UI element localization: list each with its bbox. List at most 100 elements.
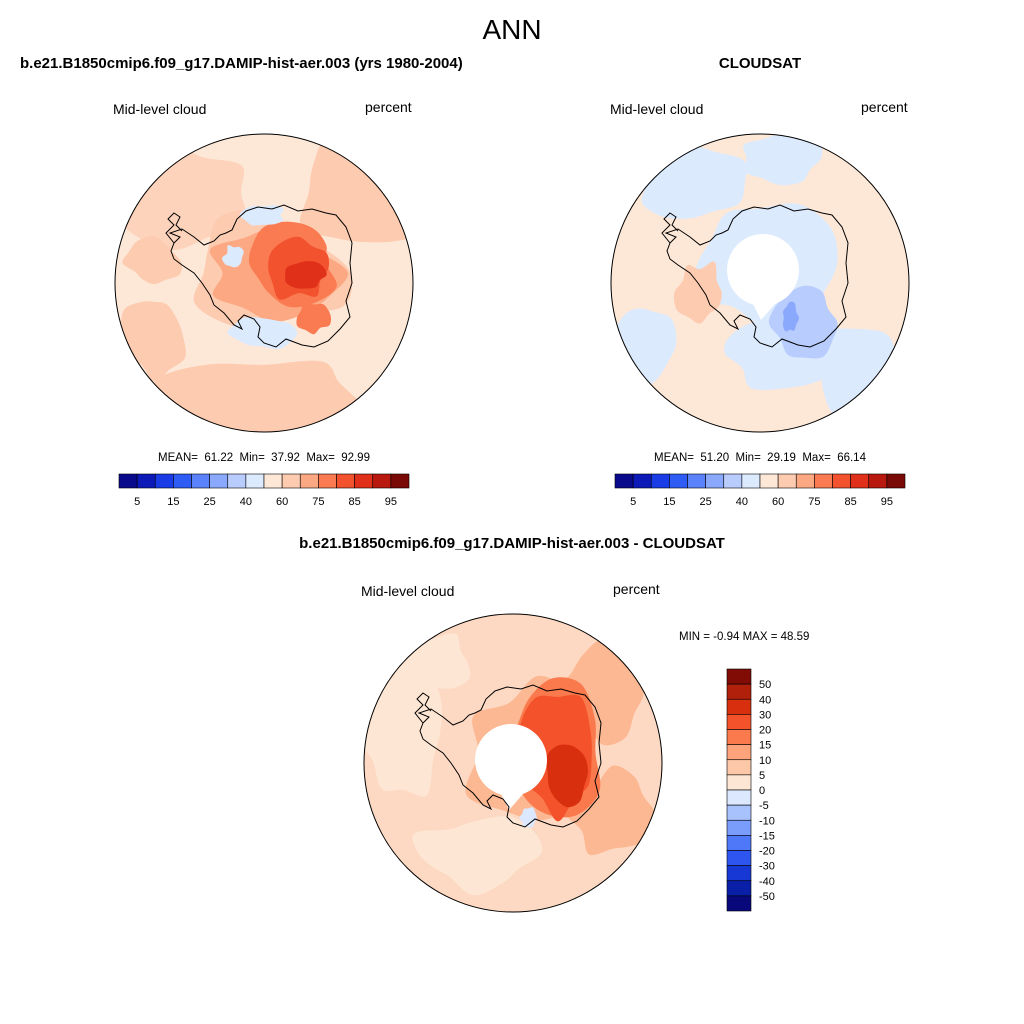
cb3-tick-3: 20 — [759, 725, 771, 737]
panel1-max-value: 92.99 — [341, 452, 370, 464]
map1-coastline — [168, 204, 353, 348]
cb1-box-13 — [354, 473, 374, 489]
panel2-title: CLOUDSAT — [718, 55, 802, 72]
map3-fill-10 — [519, 807, 537, 828]
map3-field — [364, 614, 662, 912]
cb3-tick-7: 0 — [759, 785, 765, 797]
panel3-variable: Mid-level cloud — [361, 583, 455, 599]
cb3-box-0 — [726, 668, 752, 685]
cb2-box-3 — [669, 473, 688, 489]
map1-map-border — [114, 133, 414, 433]
panel2-mean-label: MEAN= — [654, 452, 694, 464]
cb1-tick-7: 95 — [385, 496, 397, 508]
cb2-box-14 — [868, 473, 888, 489]
panel3-units: percent — [613, 581, 660, 597]
cb3-tick-4: 15 — [759, 740, 771, 752]
cb1-box-11 — [318, 473, 337, 489]
map2-missing-data — [727, 234, 799, 306]
map1-fill-10 — [285, 261, 327, 289]
cb3-tick-6: 5 — [759, 770, 765, 782]
map1-fill-13 — [221, 245, 244, 268]
cb3-box-13 — [726, 865, 752, 882]
panel1-variable: Mid-level cloud — [113, 101, 207, 117]
panel2-max-label: Max= — [802, 452, 831, 464]
cb2-box-5 — [705, 473, 725, 489]
cb2-tick-1: 15 — [663, 496, 675, 508]
panel1-stats: MEAN= 61.22 Min= 37.92 Max= 92.99 — [158, 452, 370, 464]
cb3-tick-2: 30 — [759, 709, 771, 721]
map2-fill-9 — [782, 301, 799, 332]
map3-fill-4 — [556, 639, 644, 746]
cb2-box-2 — [650, 473, 670, 489]
panel2-min-value: 29.19 — [767, 452, 796, 464]
cb3-tick-1: 40 — [759, 694, 771, 706]
cb1-box-14 — [372, 473, 392, 489]
panel2-polar-map — [610, 133, 910, 433]
map2-map-border — [610, 133, 910, 433]
cb2-tick-7: 95 — [881, 496, 893, 508]
map1-fill-2 — [300, 134, 413, 243]
cb3-box-10 — [726, 819, 752, 836]
panel2-variable: Mid-level cloud — [610, 101, 704, 117]
cb3-box-11 — [726, 835, 752, 851]
map2-peninsula-coast — [661, 212, 679, 244]
map1-field — [115, 134, 413, 432]
cb3-tick-13: -40 — [759, 876, 775, 888]
cb2-tick-6: 85 — [845, 496, 857, 508]
cb2-box-6 — [723, 473, 743, 489]
cb3-box-12 — [726, 850, 752, 866]
map2-field — [611, 134, 909, 432]
map3-fill-5 — [565, 765, 658, 856]
map2-fill-7 — [673, 261, 722, 324]
map1-fill-14 — [239, 205, 284, 226]
map3-peninsula-coast — [414, 692, 432, 724]
cb1-tick-4: 60 — [276, 496, 288, 508]
cb3-tick-0: 50 — [759, 679, 771, 691]
cb1-box-10 — [299, 473, 319, 489]
map1-fill-12 — [227, 316, 298, 350]
panel1-max-label: Max= — [306, 452, 335, 464]
map3-fill-2 — [412, 816, 543, 896]
map2-fill-2 — [742, 134, 823, 186]
cb1-box-4 — [191, 473, 210, 489]
map3-fill-9 — [546, 744, 588, 808]
map1-fill-5 — [122, 236, 182, 285]
cb1-tick-6: 85 — [349, 496, 361, 508]
panel2-mean-value: 51.20 — [700, 452, 730, 464]
map2-fill-6 — [821, 362, 909, 432]
cb2-box-4 — [687, 473, 706, 489]
cb2-box-7 — [741, 473, 761, 489]
cb2-box-10 — [795, 473, 815, 489]
cb3-box-15 — [726, 895, 752, 912]
panel1-colorbar: 5 15 25 40 60 75 85 95 — [118, 473, 410, 508]
cb3-box-3 — [726, 714, 752, 730]
cb3-tick-11: -20 — [759, 846, 775, 858]
panel1-units: percent — [365, 99, 412, 115]
cb3-box-14 — [726, 880, 752, 897]
panel3-title: b.e21.B1850cmip6.f09_g17.DAMIP-hist-aer.… — [299, 535, 725, 552]
cb2-box-11 — [814, 473, 833, 489]
panel2-min-label: Min= — [735, 452, 761, 464]
panel1-min-value: 37.92 — [271, 452, 300, 464]
cb3-box-1 — [726, 683, 752, 700]
cb2-tick-4: 60 — [772, 496, 784, 508]
map3-map-border — [363, 613, 663, 913]
cb3-box-6 — [726, 759, 752, 776]
cb1-tick-0: 5 — [134, 496, 140, 508]
cb1-tick-3: 40 — [240, 496, 252, 508]
cb2-box-0 — [614, 473, 634, 489]
cb3-tick-5: 10 — [759, 755, 771, 767]
cb1-box-8 — [263, 473, 283, 489]
cb2-tick-2: 25 — [700, 496, 712, 508]
panel1-title: b.e21.B1850cmip6.f09_g17.DAMIP-hist-aer.… — [20, 55, 463, 72]
cb1-box-6 — [227, 473, 247, 489]
cb1-box-12 — [336, 473, 355, 489]
cb1-tick-2: 25 — [204, 496, 216, 508]
cb2-box-12 — [832, 473, 851, 489]
panel2-stats: MEAN= 51.20 Min= 29.19 Max= 66.14 — [654, 452, 866, 464]
cb3-tick-8: -5 — [759, 800, 769, 812]
cb3-box-2 — [726, 698, 752, 715]
cb2-box-9 — [777, 473, 797, 489]
cb1-box-7 — [245, 473, 265, 489]
